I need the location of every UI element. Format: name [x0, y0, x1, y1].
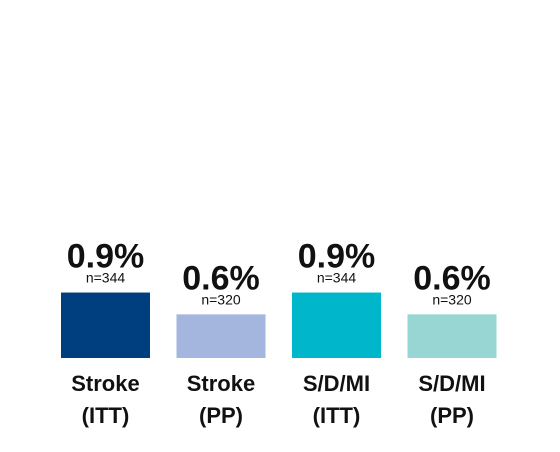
bars-group [61, 292, 497, 358]
value-label-1: 0.9% [67, 238, 145, 276]
n-label-3: n=344 [317, 270, 357, 286]
n-label-1: n=344 [86, 270, 126, 286]
value-labels-group: 0.9% 0.6% 0.9% 0.6% [67, 238, 491, 298]
category-label-3-line-1: S/D/MI [303, 371, 370, 396]
bar-3 [292, 292, 381, 358]
value-label-2: 0.6% [182, 259, 260, 297]
bar-2 [176, 314, 266, 358]
category-label-4-line-1: S/D/MI [418, 371, 485, 396]
value-label-4: 0.6% [413, 259, 491, 297]
n-label-4: n=320 [432, 291, 472, 307]
category-labels-group: Stroke (ITT) Stroke (PP) S/D/MI (ITT) S/D/MI (P… [71, 371, 485, 428]
n-labels-group: n=344 n=320 n=344 n=320 [86, 270, 472, 308]
category-label-3-line-2: (ITT) [313, 403, 361, 428]
bar-4 [407, 314, 497, 358]
category-label-1-line-1: Stroke [71, 371, 139, 396]
category-label-2-line-1: Stroke [187, 371, 255, 396]
category-label-2-line-2: (PP) [199, 403, 243, 428]
category-label-4-line-2: (PP) [430, 403, 474, 428]
bar-1 [61, 292, 150, 358]
n-label-2: n=320 [201, 291, 241, 307]
value-label-3: 0.9% [298, 238, 376, 276]
category-label-1-line-2: (ITT) [82, 403, 130, 428]
